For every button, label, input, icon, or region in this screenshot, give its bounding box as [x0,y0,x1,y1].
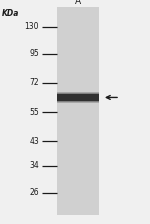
Bar [57,102,99,103]
Text: 34: 34 [29,161,39,170]
Text: KDa: KDa [2,9,19,18]
Text: 43: 43 [29,137,39,146]
Text: A: A [75,0,81,6]
Text: 55: 55 [29,108,39,116]
Text: 72: 72 [29,78,39,87]
Text: 130: 130 [24,22,39,31]
Bar [57,92,99,93]
Bar [57,101,99,103]
Bar [57,92,99,103]
Bar [57,7,99,215]
Text: 26: 26 [29,188,39,197]
Bar [57,92,99,94]
Text: 95: 95 [29,49,39,58]
